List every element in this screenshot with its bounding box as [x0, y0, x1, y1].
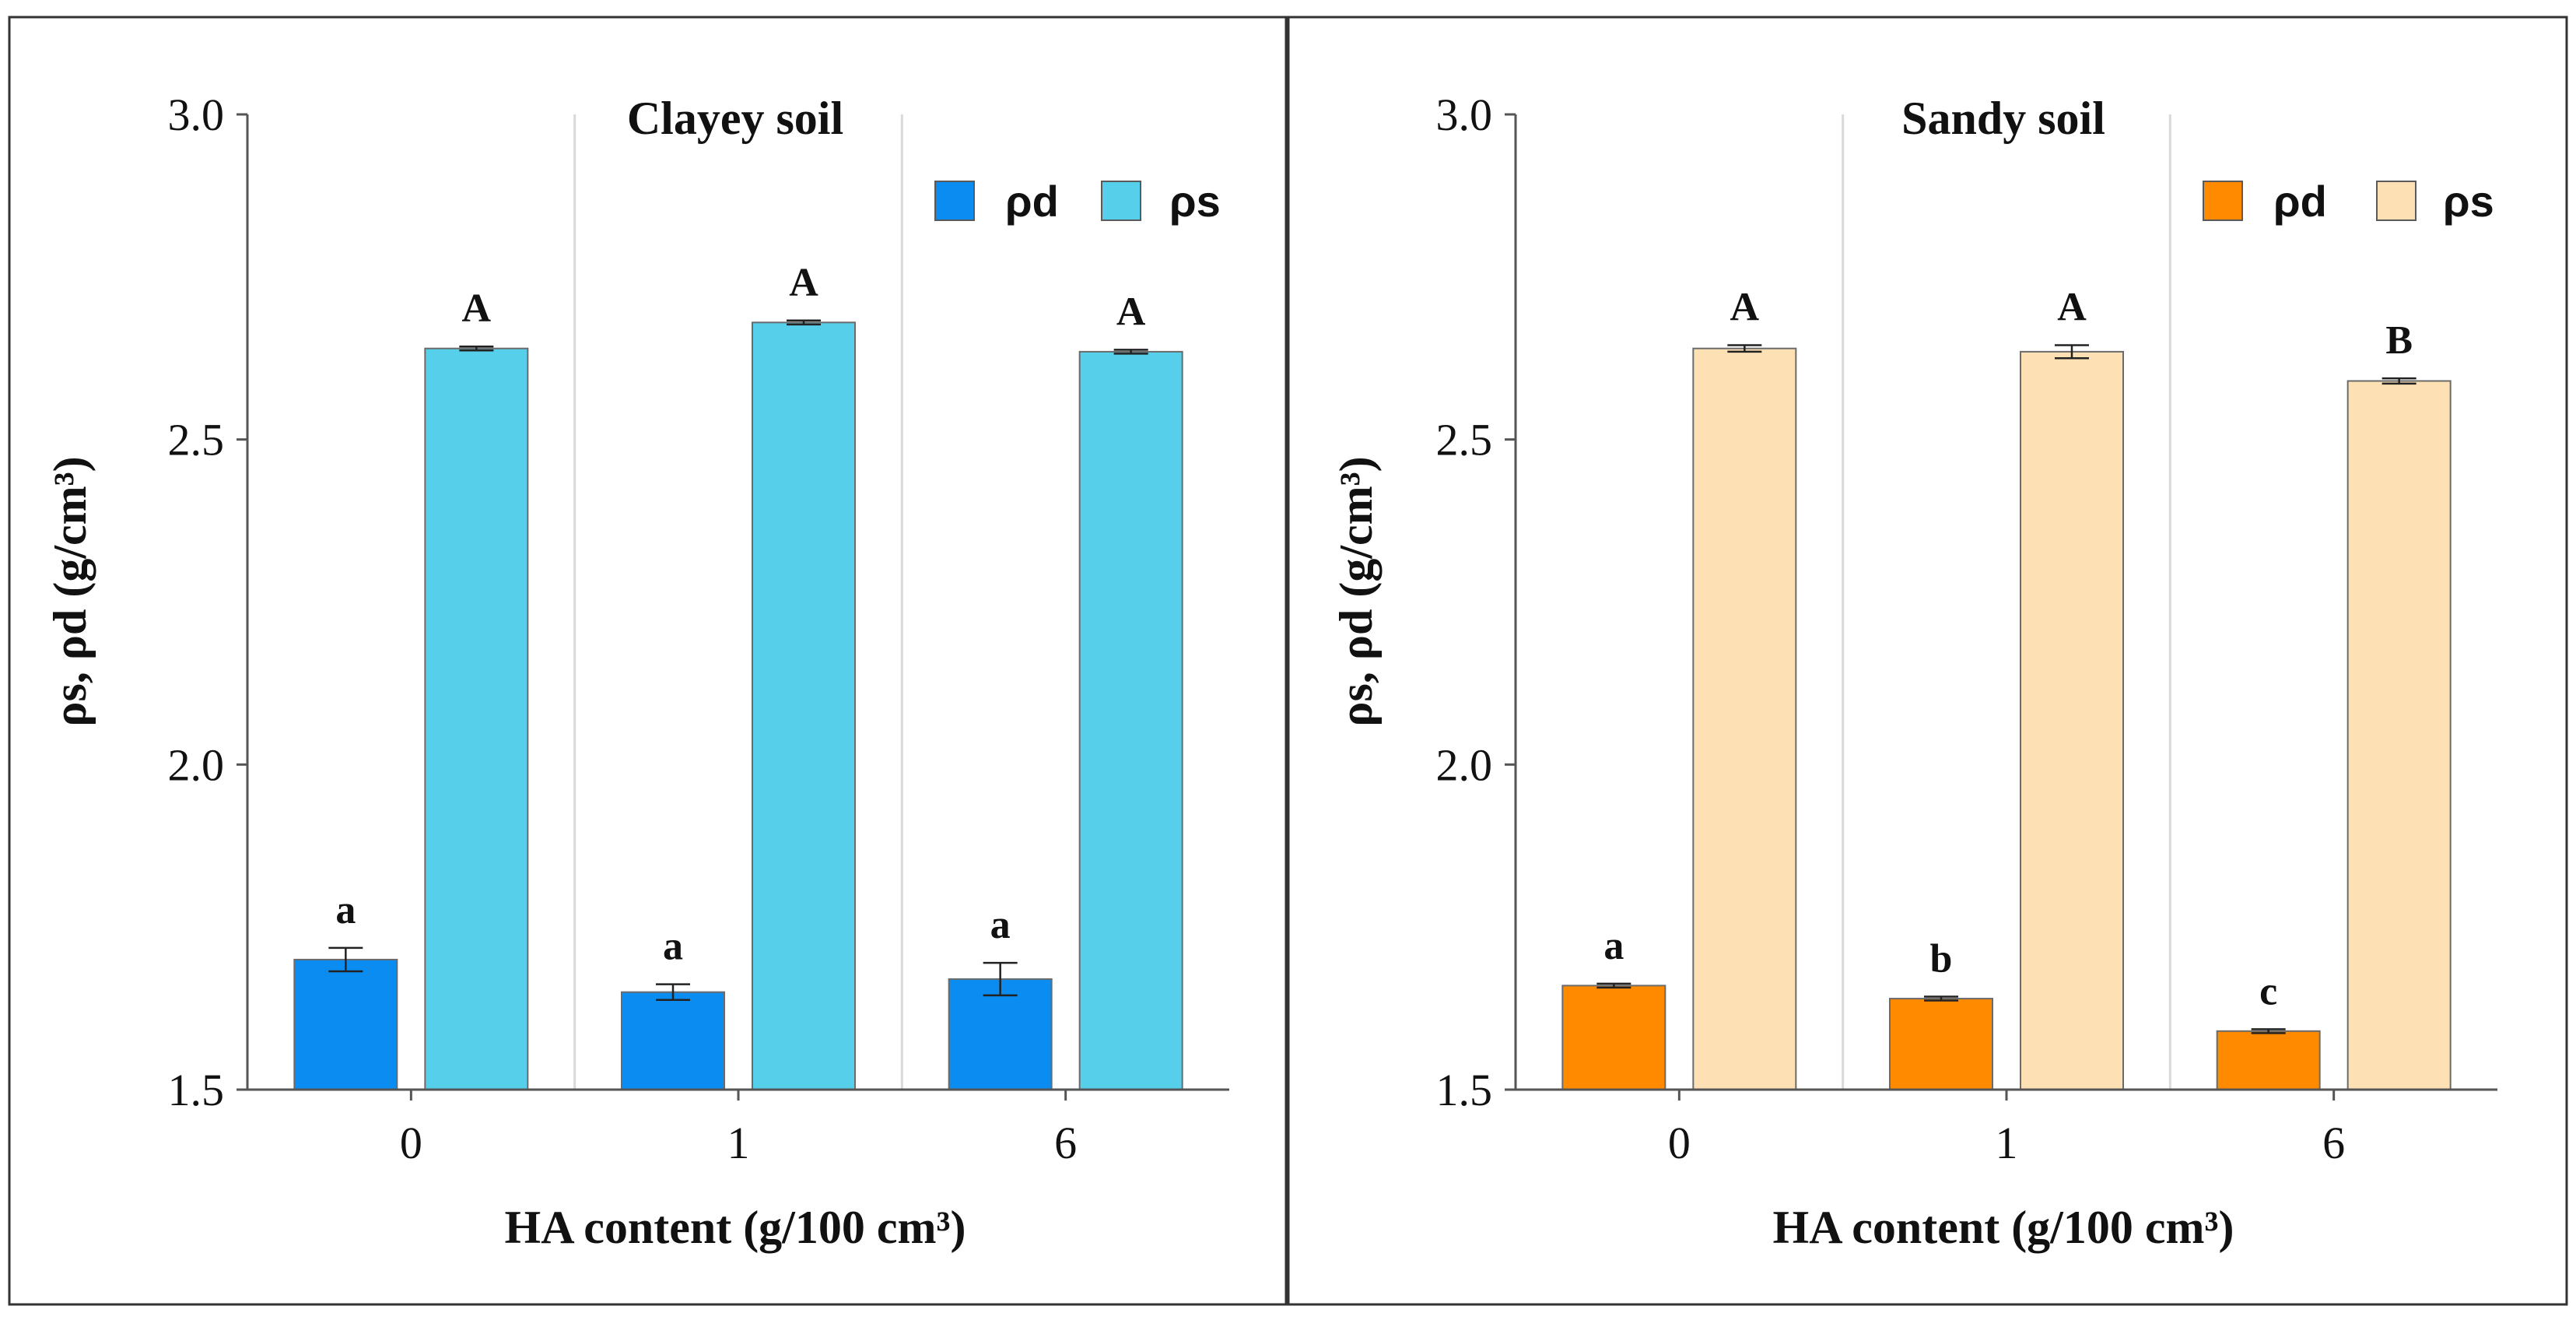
significance-letter: A: [1730, 286, 1760, 330]
significance-letter: A: [462, 286, 492, 331]
y-tick-label: 3.0: [168, 90, 225, 140]
x-tick-label: 6: [2322, 1118, 2345, 1168]
legend-item-rho-s: ρs: [2376, 177, 2494, 226]
y-tick-label: 2.0: [1436, 739, 1493, 790]
legend: ρd ρs: [934, 177, 1221, 226]
bar: [752, 321, 856, 1091]
bar: [621, 991, 725, 1090]
panel-clayey-soil: a A 0 a A 1 a A 6 1.5 2.0 2.5 3.0 Clayey soil HA con…: [8, 16, 1288, 1306]
y-tick-label: 2.0: [168, 739, 225, 790]
y-tick-label: 2.5: [1436, 415, 1493, 465]
panel-title: Clayey soil: [627, 93, 843, 144]
x-tick-label: 6: [1054, 1118, 1077, 1168]
y-tick-label: 3.0: [1436, 90, 1493, 140]
x-tick-label: 1: [1996, 1118, 2018, 1168]
legend-item-rho-d: ρd: [2203, 177, 2327, 226]
legend-label: ρs: [2443, 177, 2494, 226]
x-axis-title: HA content (g/100 cm³): [1773, 1202, 2234, 1253]
x-tick-label: 1: [727, 1118, 750, 1168]
y-tick-label: 2.5: [168, 415, 225, 465]
bar: [2216, 1030, 2321, 1090]
significance-letter: A: [789, 261, 818, 305]
panel-title: Sandy soil: [1901, 93, 2105, 144]
legend-label: ρs: [1169, 177, 1221, 226]
legend-swatch: [2376, 181, 2417, 221]
legend-swatch: [2203, 181, 2243, 221]
y-tick-label: 1.5: [168, 1065, 225, 1115]
bar: [424, 347, 529, 1091]
bar: [2346, 380, 2452, 1090]
significance-letter: c: [2259, 969, 2277, 1013]
legend-item-rho-s: ρs: [1101, 177, 1221, 226]
significance-letter: B: [2385, 318, 2413, 363]
x-tick-label: 0: [1668, 1118, 1691, 1168]
significance-letter: b: [1930, 937, 1953, 981]
legend-label: ρd: [2273, 177, 2327, 226]
significance-letter: A: [1116, 290, 1146, 334]
bar: [1692, 347, 1797, 1091]
legend-item-rho-d: ρd: [934, 177, 1059, 226]
legend-swatch: [1101, 181, 1141, 221]
significance-letter: a: [1603, 924, 1624, 968]
bar: [1889, 998, 1993, 1091]
panel-border: [1287, 16, 2568, 1306]
y-tick-label: 1.5: [1436, 1065, 1493, 1115]
y-axis-title: ρs, ρd (g/cm³): [44, 456, 96, 726]
x-axis-title: HA content (g/100 cm³): [505, 1202, 966, 1253]
x-tick-label: 0: [400, 1118, 422, 1168]
bar: [1561, 985, 1667, 1091]
significance-letter: A: [2057, 286, 2087, 330]
bar: [2020, 350, 2124, 1090]
bar: [293, 958, 398, 1091]
panel-sandy-soil: a A 0 b A 1 c B 6 1.5 2.0 2.5 3.0 Sandy soil HA cont…: [1287, 16, 2568, 1306]
significance-letter: a: [990, 903, 1011, 947]
legend-label: ρd: [1005, 177, 1059, 226]
plot-area: a A 0 b A 1 c B 6 1.5 2.0 2.5 3.0: [1436, 90, 2497, 1168]
plot-area: a A 0 a A 1 a A 6 1.5 2.0 2.5 3.0: [168, 90, 1229, 1168]
bar: [1078, 350, 1183, 1090]
y-axis-title: ρs, ρd (g/cm³): [1330, 456, 1382, 726]
bar: [948, 978, 1053, 1090]
significance-letter: a: [335, 888, 356, 932]
legend: ρd ρs: [2203, 177, 2494, 226]
panel-border: [8, 16, 1288, 1306]
significance-letter: a: [663, 925, 683, 969]
legend-swatch: [934, 181, 975, 221]
